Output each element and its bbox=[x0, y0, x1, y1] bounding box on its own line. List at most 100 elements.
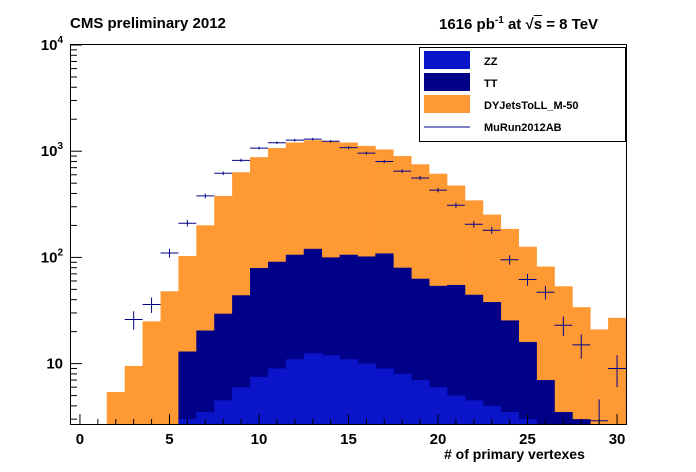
bar-zz bbox=[482, 405, 502, 424]
legend-label-dy: DYJetsToLL_M-50 bbox=[484, 100, 579, 112]
bar-zz bbox=[357, 363, 376, 424]
bar-zz bbox=[303, 353, 323, 424]
y-tick-exponent: 4 bbox=[57, 35, 63, 46]
bar-zz bbox=[232, 387, 251, 424]
y-tick-base: 10 bbox=[41, 37, 58, 54]
y-tick-base: 10 bbox=[46, 356, 63, 373]
bar-tt bbox=[178, 351, 197, 424]
data-point bbox=[464, 221, 483, 228]
lumi-mid: at bbox=[503, 16, 526, 33]
y-tick-exponent: 2 bbox=[57, 247, 63, 258]
x-axis-title: # of primary vertexes bbox=[444, 446, 585, 462]
data-point bbox=[178, 220, 197, 227]
sqrt-argument: s bbox=[533, 16, 543, 33]
bar-zz bbox=[375, 368, 394, 424]
bar-zz bbox=[267, 368, 287, 424]
x-tick-label: 10 bbox=[251, 431, 268, 448]
y-tick-label: 103 bbox=[41, 141, 64, 160]
data-point bbox=[393, 169, 412, 173]
bar-zz bbox=[446, 395, 466, 424]
data-point bbox=[608, 355, 626, 388]
bar-zz bbox=[196, 412, 215, 424]
data-point bbox=[536, 285, 555, 300]
data-point bbox=[303, 137, 322, 141]
sqrt-symbol: √ bbox=[525, 16, 534, 33]
bar-zz bbox=[214, 400, 233, 424]
bar-zz bbox=[339, 359, 358, 424]
bar-tt bbox=[518, 341, 537, 424]
bar-zz bbox=[285, 359, 305, 424]
legend-label-tt: TT bbox=[484, 78, 498, 90]
data-point bbox=[285, 138, 304, 142]
data-point bbox=[142, 297, 161, 313]
bar-dyjetstoll-m-50 bbox=[106, 392, 126, 424]
x-tick-label: 20 bbox=[430, 431, 447, 448]
data-point bbox=[411, 176, 430, 180]
bar-tt bbox=[554, 412, 573, 424]
legend-label-zz: ZZ bbox=[484, 56, 498, 68]
bar-tt bbox=[500, 320, 519, 424]
bar-zz bbox=[429, 387, 448, 424]
lumi-exponent: -1 bbox=[494, 15, 504, 26]
x-tick-label: 25 bbox=[519, 431, 536, 448]
chart-title: CMS preliminary 2012 bbox=[70, 15, 226, 32]
x-tick-label: 5 bbox=[165, 431, 173, 448]
bar-zz bbox=[250, 376, 269, 424]
energy-label: 1616 pb-1 at √s = 8 TeV bbox=[439, 15, 598, 33]
data-point bbox=[124, 311, 143, 330]
plot-frame bbox=[70, 44, 627, 425]
legend-swatch-zz bbox=[424, 51, 470, 69]
data-point bbox=[357, 151, 376, 155]
bar-tt bbox=[446, 284, 466, 424]
bar-dyjetstoll-m-50 bbox=[554, 286, 573, 424]
y-tick-label: 10 bbox=[46, 356, 63, 373]
y-tick-exponent: 3 bbox=[57, 141, 63, 152]
bar-dyjetstoll-m-50 bbox=[160, 291, 179, 424]
data-point bbox=[572, 334, 591, 359]
bar-tt bbox=[464, 294, 484, 424]
data-point bbox=[446, 202, 465, 208]
bar-zz bbox=[411, 380, 430, 424]
y-tick-label: 102 bbox=[41, 247, 64, 266]
x-tick-label: 0 bbox=[76, 431, 84, 448]
data-point bbox=[250, 146, 268, 150]
data-point bbox=[500, 255, 519, 265]
data-point bbox=[214, 171, 233, 176]
data-point bbox=[267, 141, 286, 145]
lumi-value: 1616 pb bbox=[439, 16, 495, 33]
bar-zz bbox=[464, 400, 484, 424]
bar-zz bbox=[500, 412, 519, 424]
bar-zz bbox=[321, 355, 340, 424]
bar-tt bbox=[196, 330, 215, 424]
data-point bbox=[321, 139, 340, 143]
bar-zz bbox=[393, 373, 412, 424]
legend-label-data: MuRun2012AB bbox=[484, 122, 562, 134]
legend-swatch-tt bbox=[424, 73, 470, 91]
data-point bbox=[160, 248, 179, 258]
legend-swatch-dy bbox=[424, 95, 470, 113]
bar-dyjetstoll-m-50 bbox=[142, 321, 161, 424]
data-point bbox=[429, 187, 447, 193]
data-point bbox=[339, 146, 358, 150]
data-point bbox=[232, 158, 251, 162]
data-point bbox=[518, 273, 537, 286]
bar-dyjetstoll-m-50 bbox=[124, 365, 144, 424]
bar-tt bbox=[214, 313, 233, 424]
x-tick-label: 30 bbox=[609, 431, 626, 448]
data-point bbox=[375, 159, 394, 164]
y-tick-base: 10 bbox=[41, 143, 58, 160]
energy-value: = 8 TeV bbox=[542, 16, 599, 33]
x-tick-label: 15 bbox=[340, 431, 357, 448]
legend: ZZ TT DYJetsToLL_M-50 MuRun2012AB bbox=[419, 47, 626, 142]
bar-dyjetstoll-m-50 bbox=[590, 329, 609, 424]
stacked-histograms bbox=[106, 140, 627, 425]
data-point bbox=[554, 316, 573, 336]
bar-tt bbox=[536, 380, 555, 424]
data-point bbox=[482, 226, 501, 234]
y-tick-label: 104 bbox=[41, 35, 64, 54]
y-tick-base: 10 bbox=[41, 249, 58, 266]
bar-dyjetstoll-m-50 bbox=[572, 307, 591, 424]
data-point bbox=[196, 193, 215, 199]
